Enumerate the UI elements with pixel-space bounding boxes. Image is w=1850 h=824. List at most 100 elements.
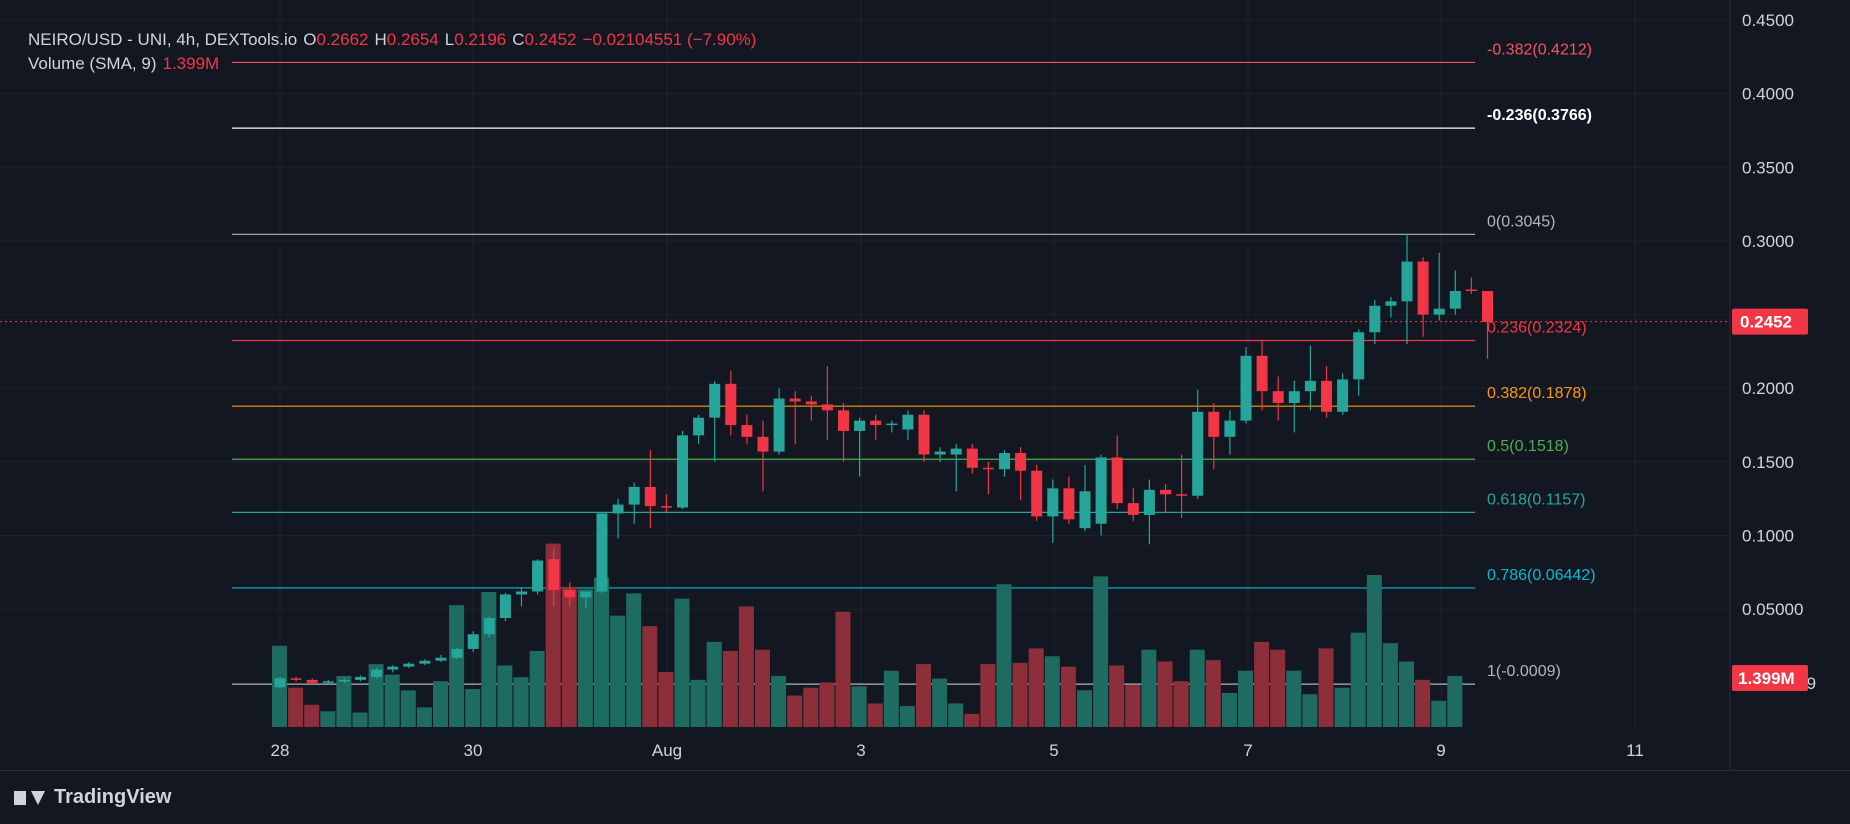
- candle: [1111, 457, 1123, 504]
- volume-bar: [288, 687, 304, 727]
- volume-bar: [916, 664, 931, 727]
- candle: [419, 660, 431, 664]
- candle: [1482, 291, 1493, 322]
- tradingview-icon: [14, 789, 46, 807]
- volume-bar: [1060, 666, 1076, 727]
- tradingview-logo[interactable]: TradingView: [14, 786, 171, 809]
- volume-bar: [722, 651, 738, 727]
- volume-bar: [1366, 575, 1382, 727]
- candle: [1031, 470, 1043, 517]
- volume-bar: [1012, 662, 1028, 727]
- volume-bar: [1302, 694, 1318, 727]
- candle: [1160, 489, 1171, 495]
- y-tick-label: 0.1000: [1742, 527, 1794, 546]
- y-tick-label: 0.4500: [1742, 11, 1794, 30]
- volume-bar: [336, 675, 352, 727]
- volume-badge: [1732, 665, 1808, 691]
- open-label: O: [303, 30, 317, 49]
- candle: [1288, 391, 1300, 403]
- y-tick-label: 0.1500: [1742, 453, 1794, 472]
- volume-bar: [433, 681, 448, 727]
- volume-bar: [610, 615, 626, 727]
- volume-bar: [352, 712, 368, 727]
- candle: [950, 448, 962, 455]
- volume-bar: [1157, 661, 1173, 727]
- volume-bar: [594, 577, 609, 727]
- candle: [1417, 261, 1429, 315]
- volume-bar: [1189, 649, 1205, 727]
- candle: [322, 681, 334, 683]
- candle: [355, 676, 366, 680]
- low-value: 0.2196: [454, 30, 507, 49]
- x-tick-label: 5: [1049, 741, 1058, 760]
- fib-label: -0.382(0.4212): [1487, 41, 1592, 58]
- candle: [1047, 488, 1059, 517]
- y-tick-label: 0.2000: [1742, 379, 1794, 398]
- candle: [1127, 503, 1139, 515]
- candle: [789, 398, 801, 402]
- candle: [274, 678, 286, 688]
- candle: [1192, 411, 1204, 496]
- volume-bar: [449, 605, 465, 727]
- volume-bar: [867, 703, 883, 727]
- volume-bar: [899, 706, 915, 727]
- candle: [1449, 291, 1461, 309]
- fib-label: 0.236(0.2324): [1487, 320, 1587, 337]
- volume-bar: [529, 651, 545, 727]
- volume-bar: [835, 611, 851, 727]
- close-value: 0.2452: [524, 30, 577, 49]
- candle: [532, 560, 544, 592]
- volume-bar: [706, 641, 722, 727]
- volume-bar: [1028, 648, 1044, 727]
- candle: [371, 669, 383, 677]
- candle: [467, 634, 479, 649]
- open-value: 0.2662: [316, 30, 369, 49]
- volume-bar: [320, 711, 336, 727]
- volume-bar: [561, 586, 577, 727]
- volume-bar: [384, 674, 400, 727]
- candle: [902, 414, 914, 430]
- candle: [821, 404, 833, 411]
- price-axis[interactable]: 0.45000.40000.35000.30000.25000.20000.15…: [1732, 11, 1816, 693]
- volume-bar: [481, 592, 497, 727]
- time-axis[interactable]: 28 30 Aug 3 5 7 9 11: [271, 741, 1644, 760]
- fib-label: 0.786(0.06442): [1487, 567, 1596, 584]
- candle: [548, 559, 560, 591]
- candle: [451, 648, 463, 658]
- volume-bar: [1238, 670, 1253, 727]
- volume-bar: [497, 665, 513, 727]
- candle: [773, 398, 785, 452]
- volume-bars: [272, 543, 1463, 727]
- candle: [1063, 488, 1075, 520]
- candle: [499, 594, 511, 619]
- volume-bar: [1431, 700, 1447, 727]
- candle: [918, 414, 930, 455]
- y-tick-label: 0.3000: [1742, 232, 1794, 251]
- candle: [934, 451, 946, 455]
- change-value: −0.02104551 (−7.90%): [582, 30, 757, 49]
- fib-label: 0(0.3045): [1487, 213, 1556, 230]
- candle: [982, 467, 994, 470]
- volume-bar: [964, 713, 980, 727]
- volume-bar: [1173, 681, 1189, 727]
- symbol-label[interactable]: NEIRO/USD - UNI, 4h, DEXTools.io: [28, 30, 298, 49]
- candle: [741, 425, 753, 437]
- volume-bar: [690, 679, 706, 727]
- volume-bar: [400, 690, 416, 727]
- volume-row: Volume (SMA, 9) 1.399M: [28, 52, 756, 76]
- volume-bar: [1382, 643, 1398, 727]
- candle: [290, 678, 302, 680]
- volume-bar: [1270, 649, 1286, 727]
- last-price-badge: [1732, 308, 1808, 335]
- candle: [999, 453, 1010, 470]
- volume-label[interactable]: Volume (SMA, 9): [28, 54, 157, 73]
- x-tick-label: 30: [464, 741, 483, 760]
- volume-bar: [577, 589, 593, 727]
- candle: [1015, 453, 1027, 471]
- x-tick-label: 9: [1436, 741, 1445, 760]
- candle: [757, 436, 769, 452]
- candle: [805, 401, 817, 405]
- candlesticks: [274, 233, 1493, 689]
- volume-bar: [980, 664, 996, 727]
